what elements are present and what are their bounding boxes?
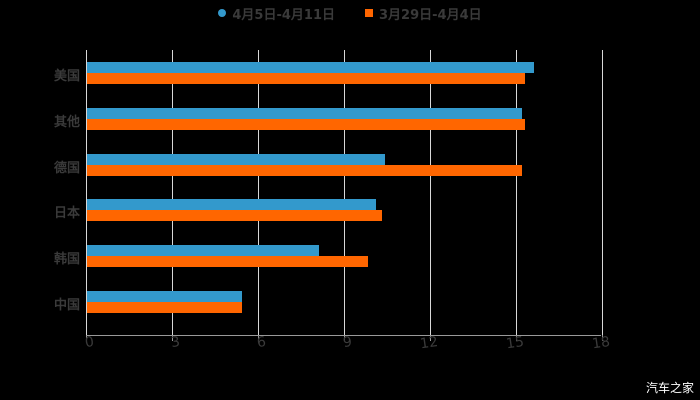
legend-item-series-2[interactable]: 3月29日-4月4日 [365, 4, 482, 23]
category-label: 日本 [53, 206, 80, 222]
bar[interactable] [87, 165, 522, 176]
x-tick-label: 6 [255, 333, 267, 352]
x-tick-label: 12 [419, 333, 439, 353]
gridline [172, 50, 173, 335]
gridline [344, 50, 345, 335]
gridline [516, 50, 517, 335]
x-tick-label: 3 [169, 333, 181, 352]
x-tick-label: 18 [591, 333, 611, 353]
bar[interactable] [87, 245, 319, 256]
category-label: 德国 [53, 160, 80, 176]
x-tick [430, 335, 431, 341]
x-tick [602, 335, 603, 341]
y-axis-line [86, 50, 87, 335]
square-marker-icon [365, 9, 373, 17]
gridline [258, 50, 259, 335]
bar[interactable] [87, 210, 382, 221]
x-tick [344, 335, 345, 341]
bar[interactable] [87, 62, 534, 73]
watermark: 汽车之家 [645, 381, 694, 395]
legend-item-series-1[interactable]: 4月5日-4月11日 [218, 4, 335, 23]
bar[interactable] [87, 291, 242, 302]
x-tick-label: 0 [83, 333, 95, 352]
x-axis-line [86, 335, 601, 336]
category-label: 韩国 [53, 252, 80, 268]
circle-marker-icon [218, 9, 227, 17]
bar[interactable] [87, 154, 385, 165]
bar[interactable] [87, 73, 525, 84]
x-tick [86, 335, 87, 341]
category-label: 其他 [53, 114, 80, 130]
category-label: 中国 [53, 298, 80, 313]
x-tick-label: 15 [505, 333, 525, 353]
legend-label: 3月29日-4月4日 [379, 7, 482, 23]
gridline [430, 50, 431, 335]
x-tick [172, 335, 173, 341]
bar[interactable] [87, 302, 242, 313]
x-tick [258, 335, 259, 341]
bar[interactable] [87, 108, 522, 119]
chart-legend: 4月5日-4月11日 3月29日-4月4日 [0, 4, 700, 23]
legend-label: 4月5日-4月11日 [232, 7, 335, 23]
x-tick [516, 335, 517, 341]
bar[interactable] [87, 256, 368, 267]
bar[interactable] [87, 199, 376, 210]
gridline [602, 50, 603, 335]
category-label: 美国 [53, 69, 80, 84]
x-tick-label: 9 [341, 333, 353, 352]
bar[interactable] [87, 119, 525, 130]
